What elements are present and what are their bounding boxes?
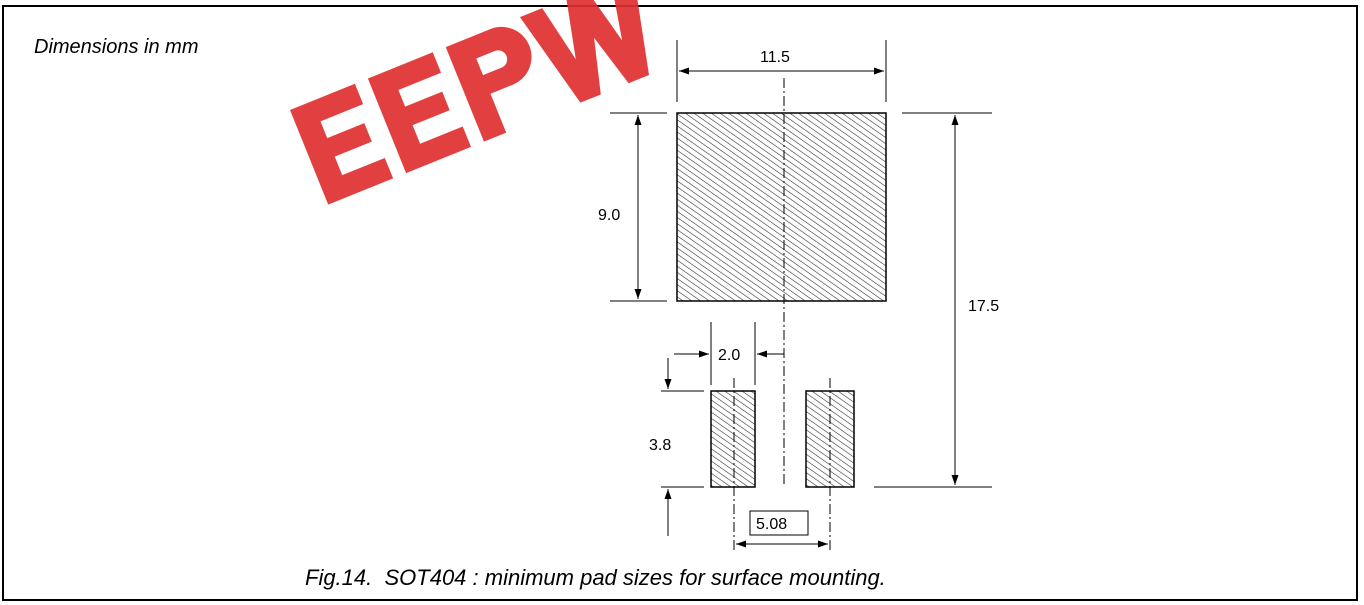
dim-label-overall-height: 17.5 — [968, 298, 999, 315]
dim-label-lead-offset: 2.0 — [718, 347, 740, 364]
top-pad — [676, 112, 887, 302]
dim-label-top-pad-height: 9.0 — [598, 207, 620, 224]
dim-label-lead-pitch: 5.08 — [756, 516, 787, 533]
dim-label-lead-pad-height: 3.8 — [649, 437, 671, 454]
dim-lead-pad-height: 3.8 — [649, 358, 704, 536]
dim-top-pad-width: 11.5 — [676, 40, 887, 102]
figure-frame — [2, 5, 1358, 601]
dim-lead-offset: 2.0 — [674, 322, 784, 385]
dim-lead-pitch: 5.08 — [736, 510, 828, 548]
dim-top-pad-height: 9.0 — [598, 112, 667, 302]
dim-overall-height: 17.5 — [874, 112, 999, 488]
dim-label-top-pad-width: 11.5 — [760, 49, 790, 66]
units-note: Dimensions in mm — [34, 36, 199, 58]
lead-pad-left — [710, 390, 756, 488]
figure-caption: Fig.14. SOT404 : minimum pad sizes for s… — [305, 565, 886, 590]
